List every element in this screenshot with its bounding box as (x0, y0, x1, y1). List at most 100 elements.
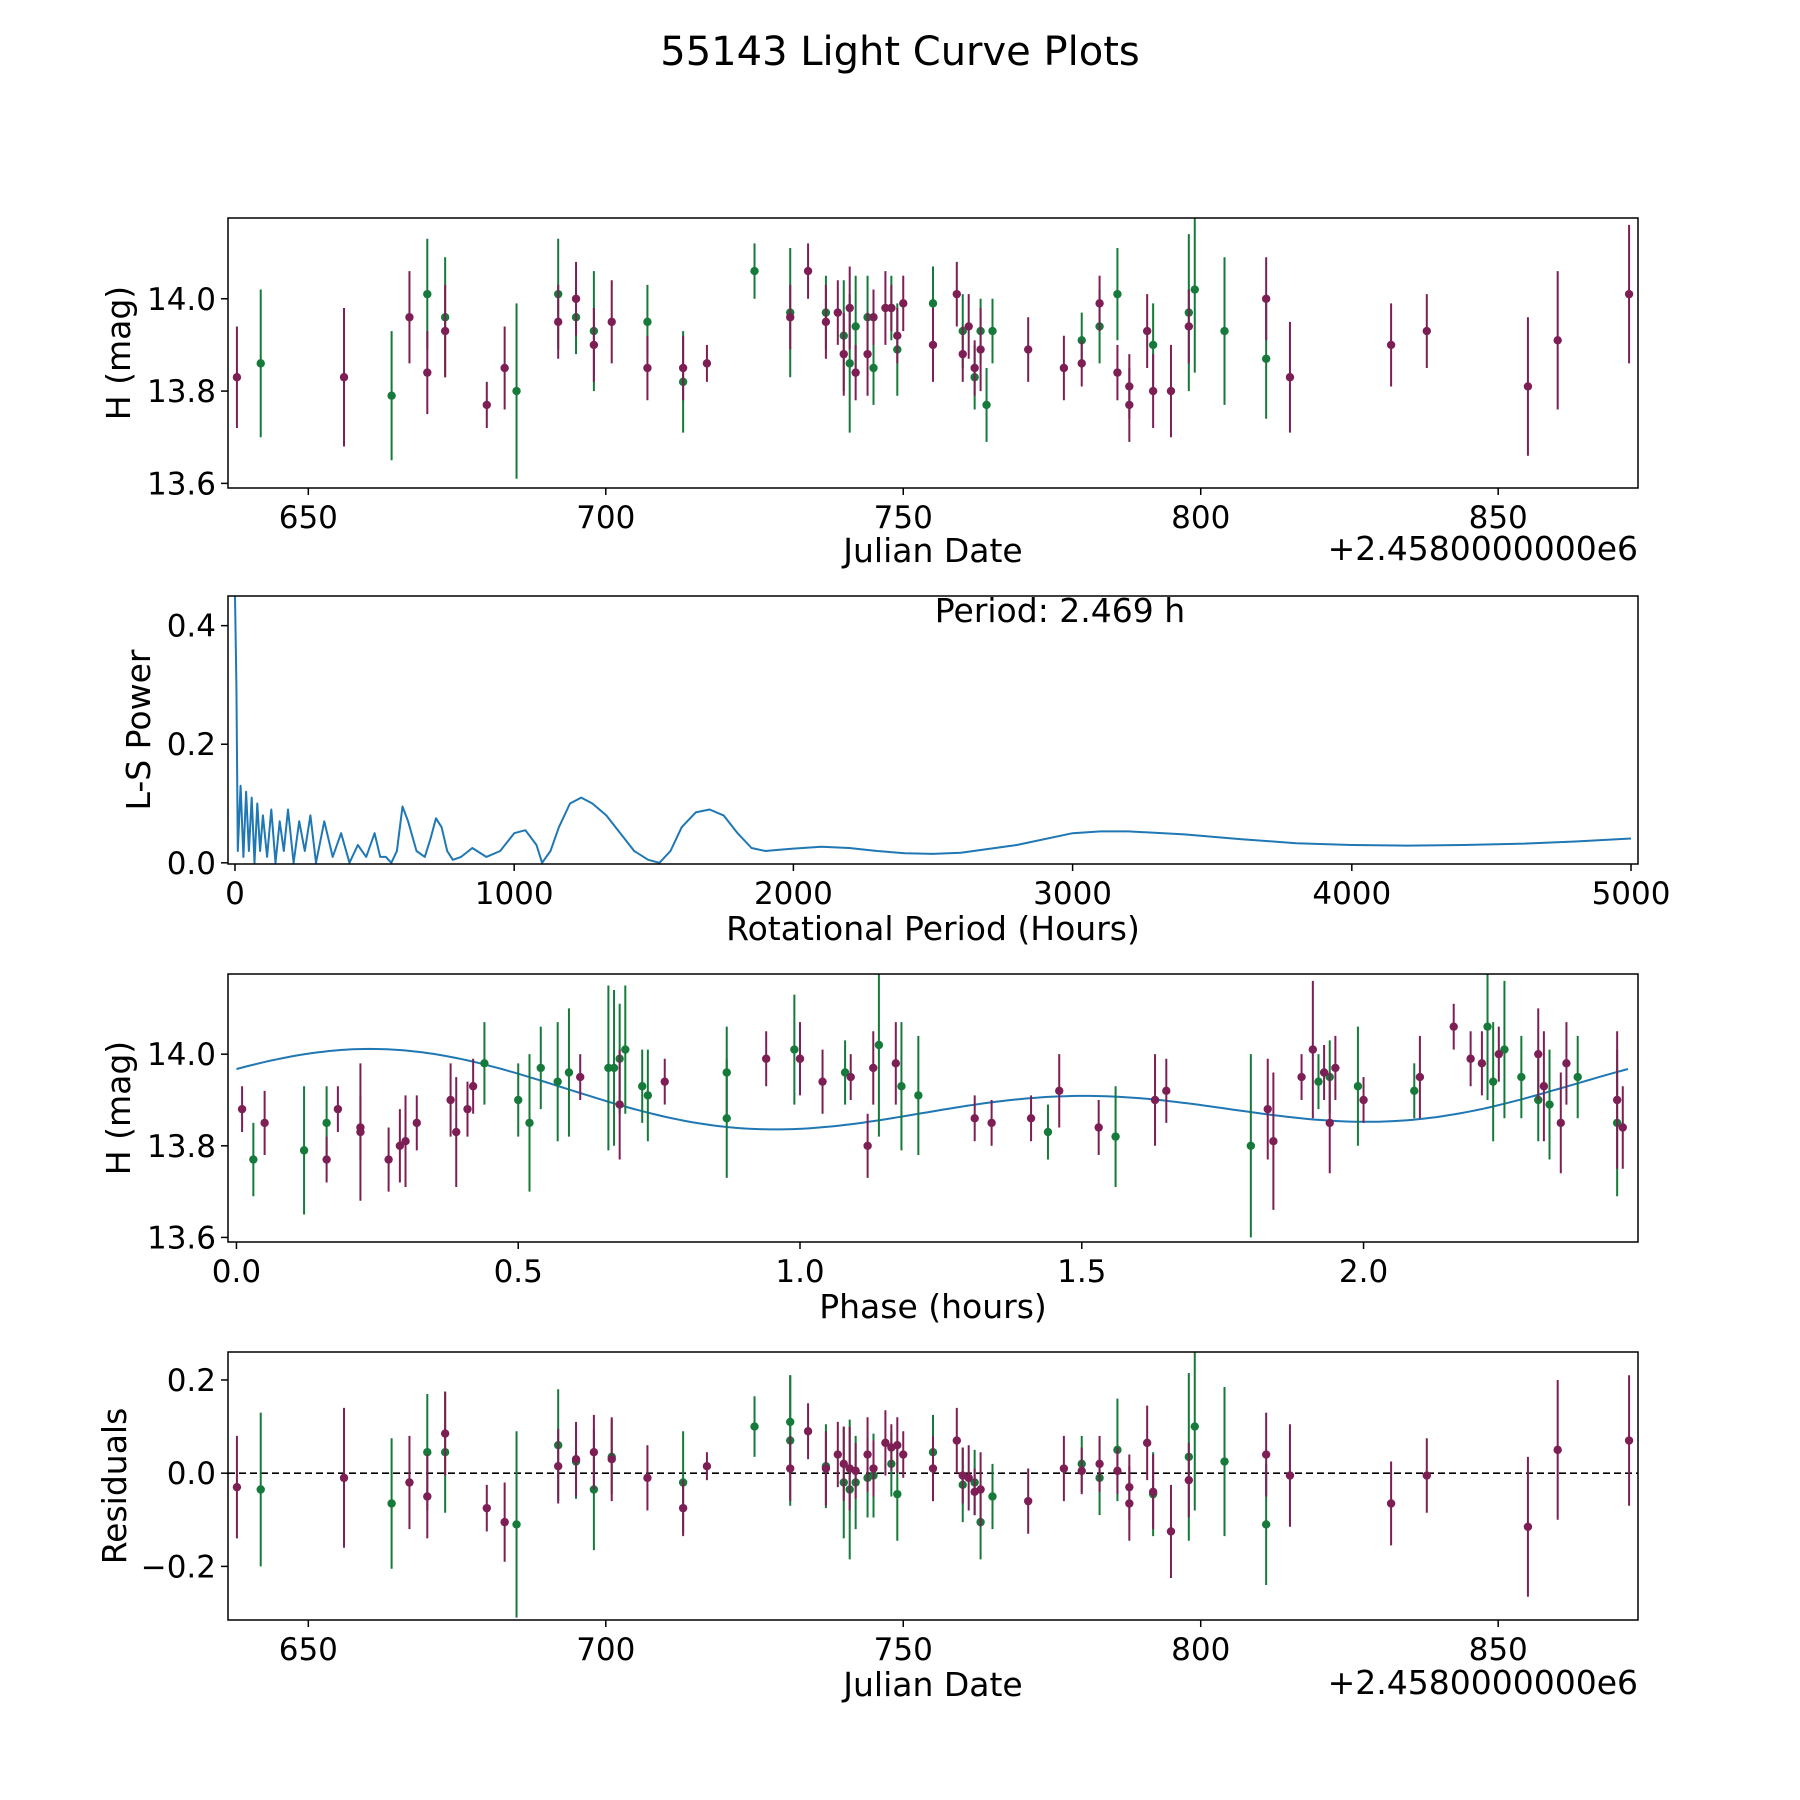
data-point (988, 326, 997, 336)
data-point (722, 1114, 731, 1123)
x-tick-label: 750 (874, 1632, 933, 1668)
y-tick-label: 0.0 (167, 846, 216, 882)
data-point (339, 373, 349, 382)
x-tick-label: 750 (874, 500, 933, 536)
data-point (1269, 1137, 1278, 1146)
x-tick-label: 850 (1469, 1632, 1528, 1668)
data-point (480, 1059, 489, 1068)
x-tick-label: 4000 (1312, 876, 1391, 912)
data-point (607, 317, 616, 327)
data-point (589, 1448, 599, 1457)
data-point (452, 1127, 461, 1137)
data-point (1190, 285, 1199, 294)
data-point (1449, 1022, 1458, 1031)
residuals-panel: 650 700 750 800 850 −0.2 0.0 0.2 Julian Date +2… (95, 1351, 1639, 1704)
data-point (322, 1118, 331, 1128)
y-tick-label: 0.2 (167, 1363, 216, 1399)
data-point (1466, 1054, 1475, 1063)
data-point (536, 1063, 545, 1073)
data-point (1166, 386, 1176, 396)
period-annotation: Period: 2.469 h (935, 591, 1185, 630)
data-point (1184, 1475, 1194, 1485)
data-point (609, 1063, 619, 1073)
data-point (952, 289, 961, 299)
series-magenta (237, 980, 1627, 1210)
x-tick-label: 700 (576, 500, 635, 536)
data-point (1077, 359, 1086, 368)
data-point (1517, 1072, 1526, 1082)
data-point (845, 303, 854, 313)
data-point (237, 1104, 247, 1114)
data-point (1094, 1123, 1103, 1132)
y-tick-label: 0.2 (167, 727, 216, 763)
data-point (423, 289, 432, 299)
x-tick-label: 0.0 (212, 1254, 261, 1290)
data-point (851, 368, 860, 377)
x-tick-label: 2.0 (1339, 1254, 1388, 1290)
data-point (1059, 1464, 1069, 1473)
light-curve-marks (232, 218, 1634, 479)
data-point (1483, 1022, 1492, 1031)
phased-marks (236, 974, 1629, 1238)
data-point (803, 1427, 813, 1436)
data-point (702, 359, 712, 368)
data-point (786, 1464, 795, 1473)
data-point (869, 313, 878, 322)
data-point (1618, 1123, 1627, 1132)
data-point (893, 331, 902, 340)
data-point (928, 340, 938, 350)
data-point (846, 1072, 855, 1082)
data-point (1150, 1095, 1160, 1105)
data-point (851, 322, 860, 331)
data-point (863, 1141, 872, 1150)
data-point (839, 349, 848, 359)
data-point (851, 1466, 860, 1476)
phased-y-label: H (mag) (99, 1041, 138, 1175)
residuals-axes: 650 700 750 800 850 −0.2 0.0 0.2 (141, 1363, 1528, 1668)
residuals-y-label: Residuals (95, 1408, 134, 1565)
data-point (874, 1040, 884, 1050)
periodogram-line (234, 596, 1632, 864)
data-point (1261, 1450, 1271, 1459)
data-point (564, 1068, 574, 1077)
data-point (249, 1155, 258, 1164)
data-point (1220, 326, 1229, 336)
data-point (914, 1091, 923, 1100)
data-point (678, 1503, 688, 1513)
data-point (881, 303, 890, 313)
y-tick-label: 0.0 (167, 1456, 216, 1492)
x-tick-label: 850 (1469, 500, 1528, 536)
data-point (795, 1054, 805, 1063)
data-point (1125, 382, 1134, 391)
data-point (1545, 1100, 1554, 1109)
data-point (387, 1499, 396, 1508)
data-point (576, 1072, 585, 1082)
data-point (1523, 1522, 1533, 1531)
data-point (970, 363, 979, 373)
data-point (1488, 1077, 1498, 1086)
data-point (1386, 340, 1396, 350)
series-magenta (232, 1375, 1634, 1597)
data-point (1263, 1104, 1272, 1114)
data-point (1422, 1471, 1431, 1480)
data-point (1573, 1072, 1582, 1082)
data-point (1562, 1059, 1571, 1068)
data-point (887, 303, 896, 313)
data-point (952, 1436, 961, 1445)
data-point (1142, 326, 1152, 336)
data-point (1386, 1499, 1396, 1508)
data-point (899, 299, 908, 308)
x-tick-label: 1.5 (1057, 1254, 1106, 1290)
data-point (571, 294, 581, 303)
data-point (893, 1441, 902, 1450)
data-point (976, 345, 985, 354)
data-point (988, 1492, 997, 1501)
data-point (821, 317, 831, 327)
x-tick-label: 650 (279, 1632, 338, 1668)
data-point (678, 363, 688, 373)
data-point (1261, 294, 1271, 303)
data-point (786, 313, 795, 322)
x-tick-label: 650 (279, 500, 338, 536)
